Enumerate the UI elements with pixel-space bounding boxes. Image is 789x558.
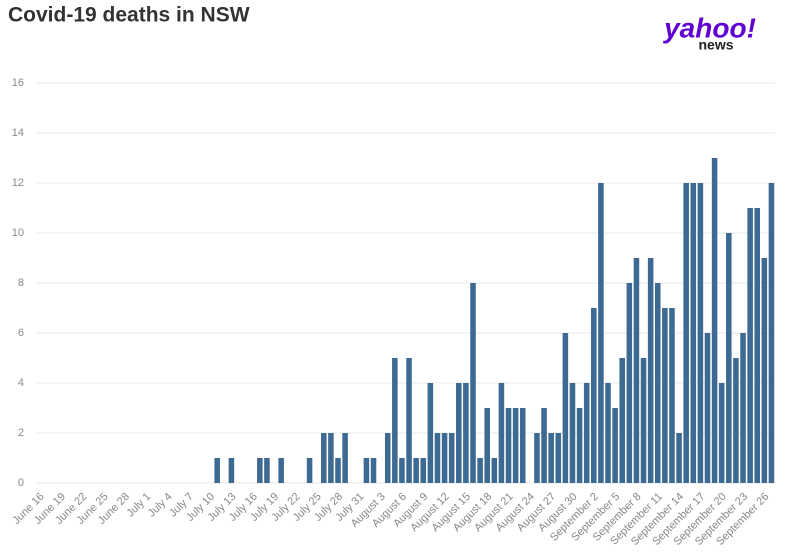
bar — [463, 383, 469, 483]
bar — [591, 308, 597, 483]
bar — [640, 358, 647, 483]
bar — [448, 433, 455, 483]
bar — [491, 458, 498, 483]
bar — [214, 458, 220, 483]
bar — [541, 408, 547, 483]
bar — [384, 433, 391, 483]
bar — [441, 433, 448, 483]
bar — [392, 358, 398, 483]
y-tick-label: 12 — [12, 177, 24, 189]
bar — [505, 408, 512, 483]
y-tick-label: 6 — [18, 327, 24, 339]
bar — [456, 383, 462, 483]
bar — [583, 383, 590, 483]
bar — [683, 183, 689, 483]
bar — [406, 358, 412, 483]
bar — [555, 433, 562, 483]
bar — [612, 408, 618, 483]
chart-title: Covid-19 deaths in NSW — [8, 4, 250, 27]
bar — [370, 458, 377, 483]
bar — [768, 183, 775, 483]
bar — [228, 458, 235, 483]
bar — [647, 258, 654, 483]
logo-brand: yahoo! — [662, 12, 756, 43]
bar — [740, 333, 746, 483]
bar — [569, 383, 576, 483]
bar — [576, 408, 583, 483]
bar — [690, 183, 697, 483]
bar — [477, 458, 483, 483]
bar — [718, 383, 725, 483]
bar — [605, 383, 611, 483]
bar — [484, 408, 490, 483]
bar — [306, 458, 313, 483]
bar — [363, 458, 370, 483]
bar — [548, 433, 554, 483]
y-tick-label: 0 — [18, 477, 24, 489]
bar — [427, 383, 434, 483]
bar — [498, 383, 505, 483]
bar — [626, 283, 633, 483]
bar — [747, 208, 753, 483]
bar — [470, 283, 476, 483]
bar — [342, 433, 348, 483]
bar — [420, 458, 427, 483]
bar — [598, 183, 604, 483]
bar — [335, 458, 341, 483]
bar — [399, 458, 405, 483]
y-tick-label: 16 — [12, 77, 24, 89]
bar — [761, 258, 768, 483]
bar — [733, 358, 739, 483]
bar — [669, 308, 675, 483]
bar — [711, 158, 718, 483]
bar — [257, 458, 263, 483]
bar — [278, 458, 284, 483]
y-tick-label: 2 — [18, 427, 24, 439]
bar — [264, 458, 270, 483]
bar — [726, 233, 732, 483]
y-tick-label: 4 — [18, 377, 24, 389]
logo-sub: news — [698, 37, 733, 53]
bar — [562, 333, 569, 483]
bar — [434, 433, 441, 483]
bar — [676, 433, 682, 483]
bar — [534, 433, 540, 483]
bar — [413, 458, 419, 483]
bar — [662, 308, 668, 483]
y-tick-label: 14 — [12, 127, 24, 139]
bar — [512, 408, 519, 483]
y-tick-label: 10 — [12, 227, 24, 239]
bar — [619, 358, 625, 483]
bar — [704, 333, 711, 483]
bar — [654, 283, 661, 483]
bar — [697, 183, 704, 483]
bar — [519, 408, 526, 483]
bar — [321, 433, 327, 483]
y-tick-label: 8 — [18, 277, 24, 289]
bar — [754, 208, 761, 483]
bar — [633, 258, 640, 483]
bar — [328, 433, 334, 483]
